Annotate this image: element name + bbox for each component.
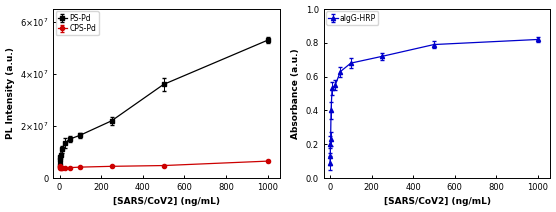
Legend: PS-Pd, CPS-Pd: PS-Pd, CPS-Pd [56,11,98,35]
X-axis label: [SARS/CoV2] (ng/mL): [SARS/CoV2] (ng/mL) [384,197,490,206]
Legend: algG-HRP: algG-HRP [326,11,378,25]
Y-axis label: PL Intensity (a.u.): PL Intensity (a.u.) [6,48,14,139]
Y-axis label: Absorbance (a.u.): Absorbance (a.u.) [291,48,300,139]
X-axis label: [SARS/CoV2] (ng/mL): [SARS/CoV2] (ng/mL) [113,197,220,206]
